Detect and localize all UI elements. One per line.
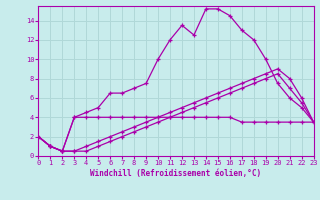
X-axis label: Windchill (Refroidissement éolien,°C): Windchill (Refroidissement éolien,°C): [91, 169, 261, 178]
